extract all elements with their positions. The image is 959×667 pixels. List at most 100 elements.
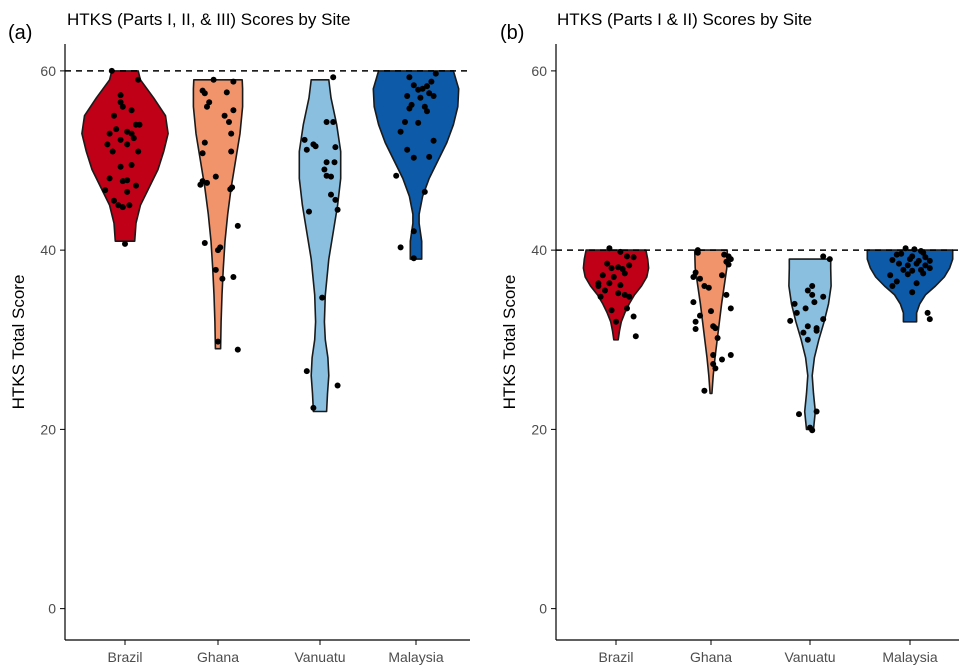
data-point [632,333,639,340]
data-point [133,182,139,189]
data-point [692,318,699,325]
data-point [303,146,310,153]
x-tick-label: Malaysia [388,649,443,665]
data-point [719,356,725,363]
x-tick-label: Brazil [107,649,142,665]
data-point [907,256,913,263]
data-point [111,112,117,119]
data-point [404,93,411,99]
x-tick-label: Malaysia [882,649,937,665]
data-point [809,283,816,289]
data-point [201,240,208,246]
data-point [228,148,235,155]
data-point [102,187,109,194]
data-point [714,335,721,341]
data-point [393,172,400,179]
data-point [712,325,719,332]
data-point [421,103,428,110]
data-point [136,121,143,128]
data-point [796,411,802,418]
data-point [215,247,221,254]
data-point [610,274,617,280]
data-point [712,365,719,372]
data-point [111,197,117,204]
data-point [694,249,701,256]
data-point [230,274,237,280]
violin-vanuatu [788,258,832,431]
data-point [201,139,208,146]
data-point [809,427,816,434]
data-point [887,272,894,279]
data-point [230,78,237,85]
data-point [606,280,613,287]
data-point [230,107,237,114]
data-point [119,204,126,211]
data-point [710,352,717,358]
data-point [226,119,232,125]
data-point [800,329,807,336]
y-tick-label: 20 [40,421,56,437]
data-point [690,274,697,280]
data-point [419,85,426,92]
data-point [301,136,308,143]
data-point [432,70,439,77]
data-point [802,305,809,312]
chart-panel-b: (b) HTKS (Parts I & II) Scores by Site 0… [500,10,959,665]
data-point [430,93,437,99]
data-point [404,146,411,153]
data-point [331,159,338,166]
data-point [204,179,210,186]
chart-panel-a: (a) HTKS (Parts I, II, & III) Scores by … [8,10,470,665]
data-point [397,244,404,251]
data-point [909,289,916,296]
data-point [913,260,920,267]
data-point [630,313,637,320]
y-tick-label: 40 [40,242,56,258]
data-point [119,103,126,110]
data-point [926,265,933,272]
x-tick-label: Ghana [690,649,732,665]
data-point [893,278,900,285]
violin-vanuatu [298,79,342,413]
data-point [904,271,911,278]
y-tick-label: 60 [531,63,547,79]
data-point [124,177,131,184]
data-point [221,112,228,119]
data-point [727,352,734,358]
y-tick-label: 20 [531,421,547,437]
data-point [615,290,622,297]
data-point [811,299,818,306]
data-point [109,148,116,155]
data-point [130,135,137,142]
data-point [303,368,310,375]
data-point [924,309,931,316]
data-point [723,291,730,298]
data-point [613,318,619,325]
data-point [820,293,827,300]
data-point [334,382,341,389]
data-point [406,74,413,81]
data-point [212,173,219,180]
panel-tag: (a) [8,22,32,44]
data-point [330,119,337,125]
chart-title: HTKS (Parts I & II) Scores by Site [557,10,812,29]
data-point [310,404,317,411]
x-tick-label: Vanuatu [294,649,345,665]
data-point [621,270,628,277]
data-point [204,103,210,110]
data-point [804,323,811,330]
data-point [402,119,408,125]
data-point [128,107,135,114]
data-point [626,262,633,269]
data-point [723,258,730,265]
data-point [421,188,428,195]
data-point [312,143,319,150]
data-point [135,148,142,155]
data-point [424,83,430,90]
data-point [410,228,417,235]
data-point [415,119,422,126]
data-point [410,255,417,262]
data-point [719,272,725,279]
data-point [617,282,624,289]
data-point [323,159,330,166]
